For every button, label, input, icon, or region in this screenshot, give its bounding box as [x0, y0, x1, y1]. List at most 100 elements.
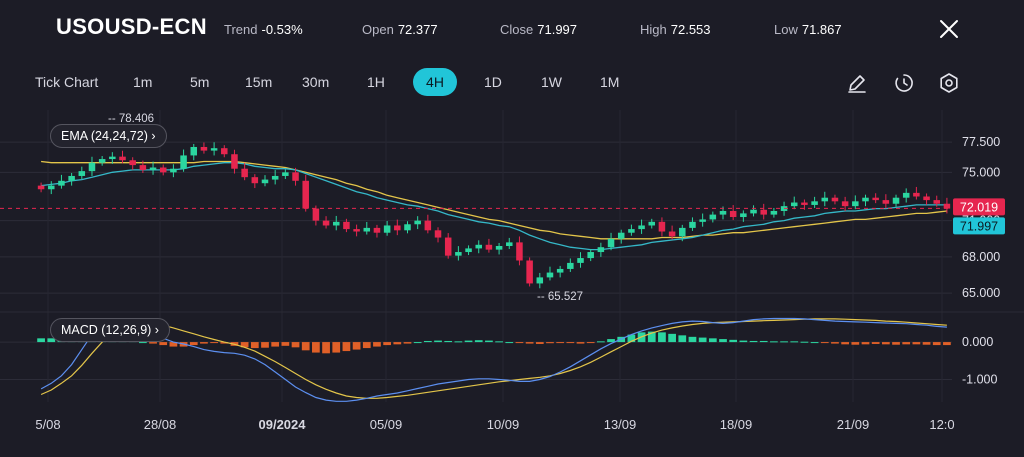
macd-histogram-bar — [373, 342, 381, 347]
macd-histogram-bar — [281, 342, 290, 346]
candle-body — [241, 168, 248, 178]
candle-body — [495, 246, 503, 250]
close-label: Close — [500, 22, 534, 37]
close-value: 71.997 — [537, 22, 578, 37]
candle-body — [404, 224, 411, 231]
candle-body — [58, 180, 65, 186]
macd-histogram-bar — [780, 341, 788, 343]
timeframe-5m[interactable]: 5m — [190, 74, 210, 90]
candle-body — [373, 227, 381, 233]
candle-body — [200, 146, 208, 151]
candle-body — [648, 221, 656, 226]
candle-body — [882, 200, 890, 204]
macd-histogram-bar — [892, 342, 900, 345]
macd-histogram-bar — [831, 342, 839, 344]
macd-histogram-bar — [668, 333, 676, 343]
macd-indicator-pill[interactable]: MACD (12,26,9) › — [50, 318, 170, 342]
timeframe-30m[interactable]: 30m — [302, 74, 330, 90]
low-label: Low — [774, 22, 798, 37]
timeframe-1h[interactable]: 1H — [367, 74, 385, 90]
macd-histogram-bar — [678, 335, 687, 343]
macd-histogram-bar — [291, 342, 300, 348]
open-label: Open — [362, 22, 394, 37]
macd-histogram-bar — [658, 332, 666, 343]
macd-histogram-bar — [566, 342, 575, 344]
timeframe-1w[interactable]: 1W — [541, 74, 562, 90]
candle-body — [149, 167, 157, 170]
last-price-tag — [953, 198, 1005, 216]
candle-body — [821, 197, 829, 202]
macd-histogram-bar — [393, 342, 402, 345]
candle-body — [48, 185, 55, 190]
candle-body — [790, 202, 798, 207]
candle-body — [913, 192, 920, 197]
macd-histogram-bar — [261, 342, 269, 348]
macd-histogram-bar — [454, 341, 463, 343]
ema-indicator-pill[interactable]: EMA (24,24,72) › — [50, 124, 167, 148]
price-chart[interactable]: 77.50075.00071.00068.00065.0000.000-1.00… — [0, 110, 1024, 457]
macd-histogram-bar — [200, 342, 208, 344]
candle-body — [210, 148, 218, 151]
candle-body — [841, 201, 849, 207]
candle-body — [699, 219, 706, 222]
candle-body — [190, 146, 198, 156]
macd-histogram-bar — [383, 342, 392, 346]
candle-body — [485, 244, 493, 250]
candle-body — [332, 221, 340, 226]
candle-body — [353, 229, 360, 232]
close-price-tag — [953, 217, 1005, 235]
timeframe-tick-chart[interactable]: Tick Chart — [35, 74, 99, 90]
price-tick-label: 75.000 — [962, 165, 1000, 179]
time-tick-label: 5/08 — [35, 417, 60, 432]
candle-body — [516, 242, 523, 261]
timeframe-1m[interactable]: 1m — [133, 74, 153, 90]
timer-icon[interactable] — [893, 72, 915, 94]
symbol-title: USOUSD-ECN — [56, 14, 207, 39]
timeframe-1mo[interactable]: 1M — [600, 74, 620, 90]
macd-histogram-bar — [576, 342, 585, 344]
time-tick-label: 12:0 — [929, 417, 954, 432]
macd-histogram-bar — [474, 340, 483, 343]
macd-histogram-bar — [485, 340, 493, 343]
trend-value: -0.53% — [261, 22, 303, 37]
macd-histogram-bar — [169, 342, 178, 347]
macd-histogram-bar — [596, 341, 605, 343]
candle-body — [668, 231, 676, 237]
header-bar: USOUSD-ECN Trend -0.53% Open 72.377 Close 7… — [0, 0, 1024, 62]
settings-icon[interactable] — [938, 72, 960, 94]
macd-histogram-bar — [189, 342, 198, 346]
candle-body — [577, 258, 584, 263]
macd-histogram-bar — [332, 342, 341, 353]
candle-body — [363, 227, 371, 232]
time-tick-label: 10/09 — [487, 417, 520, 432]
open-value: 72.377 — [397, 22, 438, 37]
timeframe-1d[interactable]: 1D — [484, 74, 502, 90]
macd-histogram-bar — [719, 339, 727, 343]
macd-histogram-bar — [240, 342, 249, 348]
macd-histogram-bar — [301, 342, 310, 351]
candle-body — [282, 172, 289, 176]
time-tick-label: 21/09 — [837, 417, 870, 432]
macd-histogram-bar — [47, 338, 56, 343]
macd-histogram-bar — [820, 342, 829, 344]
macd-histogram-bar — [912, 342, 921, 345]
candle-body — [760, 209, 767, 215]
pencil-icon[interactable] — [846, 72, 868, 94]
ema-fast-line — [41, 162, 947, 251]
candle-body — [689, 221, 696, 228]
high-value: 72.553 — [670, 22, 711, 37]
candle-body — [119, 156, 126, 161]
macd-panel — [37, 317, 951, 402]
candle-body — [506, 242, 513, 246]
timeframe-4h[interactable]: 4H — [413, 68, 457, 96]
macd-histogram-bar — [647, 331, 656, 343]
close-icon[interactable] — [938, 18, 960, 40]
macd-histogram-bar — [881, 342, 890, 345]
candle-body — [852, 201, 859, 207]
candle-body — [923, 196, 930, 201]
candle-body — [261, 179, 269, 184]
macd-histogram-bar — [149, 342, 157, 344]
macd-histogram-bar — [37, 338, 45, 343]
timeframe-15m[interactable]: 15m — [245, 74, 273, 90]
